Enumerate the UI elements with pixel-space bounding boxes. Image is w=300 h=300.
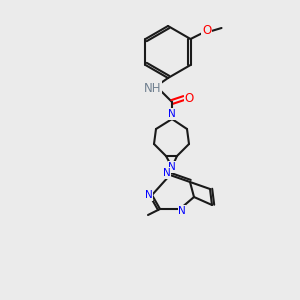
Text: N: N: [168, 162, 176, 172]
Text: N: N: [178, 206, 186, 216]
Text: O: O: [202, 25, 211, 38]
Text: O: O: [184, 92, 194, 104]
Text: N: N: [168, 109, 176, 119]
Text: NH: NH: [144, 82, 162, 94]
Text: N: N: [145, 190, 153, 200]
Text: N: N: [163, 168, 171, 178]
